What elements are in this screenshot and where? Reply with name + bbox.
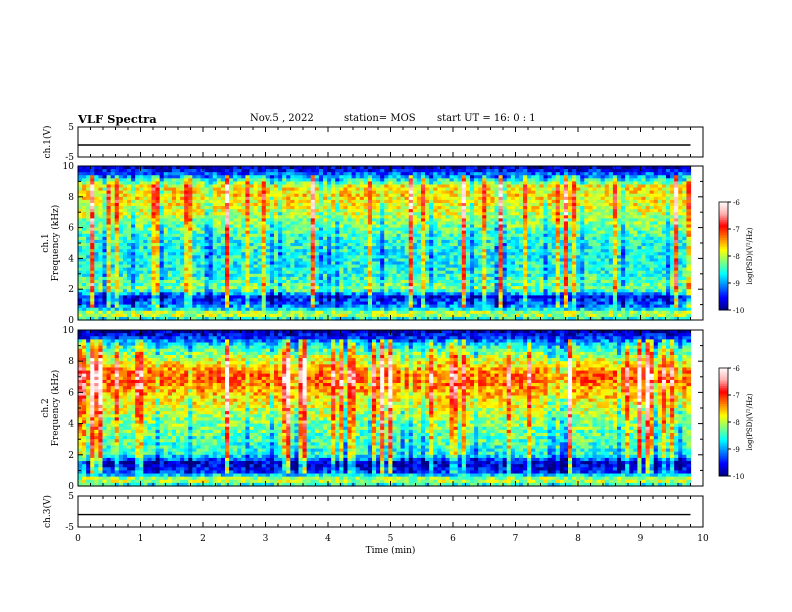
- y-tick-label: 8: [68, 357, 74, 367]
- colorbar-tick-label: -9: [733, 280, 740, 288]
- y-tick-label: 5: [68, 492, 74, 502]
- colorbar-1: -6 -7 -8 -9 -10 log(PSD)(V²/Hz): [719, 199, 754, 315]
- y-axis-label: ch.1: [41, 233, 51, 252]
- x-tick-label: 2: [200, 534, 206, 544]
- y-tick-label: 2: [68, 451, 74, 461]
- colorbar-tick-label: -8: [733, 419, 740, 427]
- y-axis-label: Frequency (kHz): [50, 370, 61, 447]
- colorbar-tick-label: -10: [733, 307, 744, 315]
- colorbar-2: -6 -7 -8 -9 -10 log(PSD)(V²/Hz): [719, 365, 754, 481]
- x-tick-label: 1: [138, 534, 144, 544]
- y-tick-label: 10: [63, 162, 75, 172]
- y-tick-label: 10: [63, 326, 75, 336]
- colorbar-tick-label: -7: [733, 392, 740, 400]
- colorbar-label: log(PSD)(V²/Hz): [746, 393, 754, 450]
- x-tick-label: 0: [75, 534, 81, 544]
- y-tick-label: 6: [68, 224, 74, 234]
- colorbar-tick-label: -10: [733, 473, 744, 481]
- y-tick-label: 4: [68, 420, 74, 430]
- colorbar-tick-label: -6: [733, 365, 740, 373]
- y-tick-label: 0: [68, 316, 74, 326]
- colorbar-tick-label: -6: [733, 199, 740, 207]
- x-tick-label: 9: [638, 534, 644, 544]
- x-axis-label: Time (min): [366, 545, 416, 556]
- y-tick-label: -5: [65, 523, 74, 533]
- x-tick-label: 3: [263, 534, 269, 544]
- spectrogram-1: [78, 166, 691, 321]
- y-tick-label: 5: [68, 123, 74, 133]
- x-tick-label: 7: [513, 534, 519, 544]
- y-axis-label: ch.3(V): [42, 495, 53, 528]
- y-tick-label: 2: [68, 285, 74, 295]
- spectrogram-2: [78, 330, 691, 487]
- x-tick-label: 5: [388, 534, 394, 544]
- y-axis-label: ch.2: [41, 398, 51, 417]
- colorbar-tick-label: -7: [733, 226, 740, 234]
- x-tick-label: 10: [697, 534, 709, 544]
- x-tick-label: 4: [325, 534, 331, 544]
- y-tick-label: 6: [68, 388, 74, 398]
- x-tick-label: 8: [575, 534, 581, 544]
- x-tick-label: 6: [450, 534, 456, 544]
- y-tick-label: 0: [68, 482, 74, 492]
- colorbar-label: log(PSD)(V²/Hz): [746, 227, 754, 284]
- y-axis-label: Frequency (kHz): [50, 205, 61, 282]
- y-axis-label: ch.1(V): [42, 126, 53, 159]
- y-tick-label: 4: [68, 254, 74, 264]
- y-tick-label: 8: [68, 193, 74, 203]
- colorbar-tick-label: -8: [733, 253, 740, 261]
- colorbar-tick-label: -9: [733, 446, 740, 454]
